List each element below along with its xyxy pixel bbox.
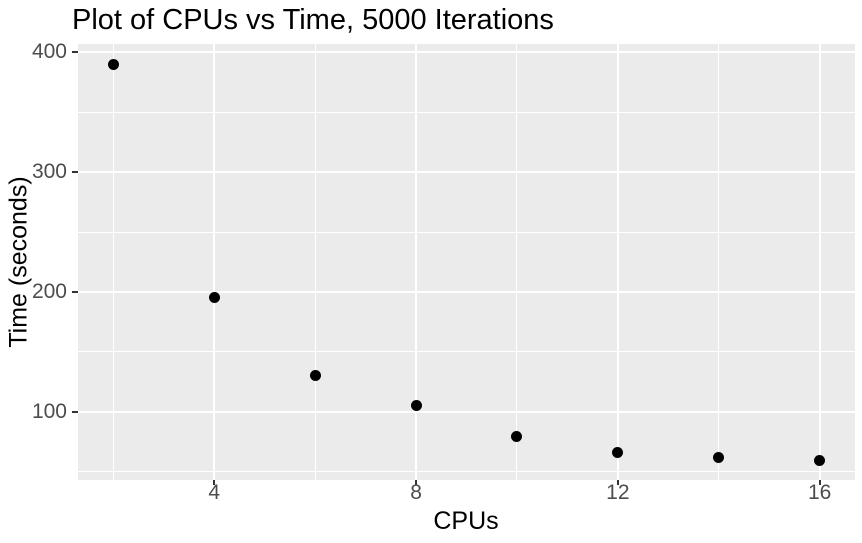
y-tick-mark: [72, 51, 78, 54]
plot-panel: [78, 44, 855, 480]
x-tick-label: 16: [807, 481, 832, 504]
x-tick-label: 4: [208, 481, 221, 504]
y-minor-gridline: [78, 231, 855, 233]
x-tick-mark: [213, 480, 216, 485]
y-tick-label: 200: [31, 279, 67, 303]
y-tick-mark: [72, 171, 78, 174]
x-tick-mark: [415, 480, 418, 485]
data-point: [410, 400, 422, 412]
y-tick-label: 100: [31, 399, 67, 423]
y-minor-gridline: [78, 471, 855, 473]
data-point: [612, 446, 624, 458]
x-axis-title: CPUs: [433, 507, 499, 535]
y-major-gridline: [78, 171, 855, 174]
data-point: [208, 292, 220, 304]
y-major-gridline: [78, 51, 855, 54]
x-tick-label: 8: [410, 481, 422, 504]
y-minor-gridline: [78, 351, 855, 353]
y-tick-mark: [72, 410, 78, 413]
x-major-gridline: [616, 44, 619, 480]
y-tick-mark: [72, 290, 78, 293]
x-minor-gridline: [314, 44, 316, 480]
x-tick-label: 12: [606, 481, 630, 504]
x-minor-gridline: [718, 44, 720, 480]
y-major-gridline: [78, 410, 855, 413]
data-point: [309, 370, 321, 382]
y-tick-label: 400: [31, 40, 67, 64]
y-axis-title: Time (seconds): [4, 176, 33, 348]
x-tick-mark: [818, 480, 821, 485]
x-minor-gridline: [516, 44, 518, 480]
data-point: [511, 431, 523, 443]
x-minor-gridline: [112, 44, 114, 480]
x-tick-mark: [616, 480, 619, 485]
chart-title: Plot of CPUs vs Time, 5000 Iterations: [72, 4, 554, 36]
x-major-gridline: [818, 44, 821, 480]
data-point: [107, 58, 119, 70]
y-tick-label: 300: [31, 160, 67, 184]
x-major-gridline: [213, 44, 216, 480]
data-point: [814, 455, 826, 467]
x-major-gridline: [415, 44, 418, 480]
data-point: [713, 451, 725, 463]
y-major-gridline: [78, 290, 855, 293]
y-minor-gridline: [78, 111, 855, 113]
